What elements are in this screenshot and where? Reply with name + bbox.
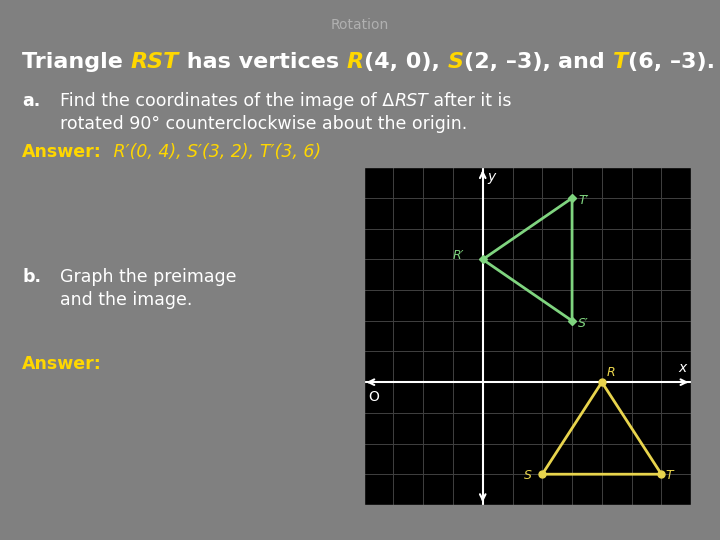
Text: Answer:: Answer: <box>22 355 102 373</box>
Text: R: R <box>606 366 615 379</box>
Text: y: y <box>487 171 495 185</box>
Text: b.: b. <box>22 268 41 286</box>
Text: R′: R′ <box>453 249 464 262</box>
Text: R′(0, 4),: R′(0, 4), <box>108 143 187 161</box>
Text: x: x <box>678 361 687 375</box>
Text: S: S <box>448 52 464 72</box>
Text: and: and <box>558 52 613 72</box>
Text: Triangle: Triangle <box>22 52 130 72</box>
Text: T′(3, 6): T′(3, 6) <box>259 143 320 161</box>
Text: RST: RST <box>394 92 428 110</box>
Text: O: O <box>368 390 379 404</box>
Text: Find the coordinates of the image of Δ: Find the coordinates of the image of Δ <box>60 92 394 110</box>
Text: S′(3, 2),: S′(3, 2), <box>187 143 259 161</box>
Text: (2, –3),: (2, –3), <box>464 52 558 72</box>
Text: and the image.: and the image. <box>60 291 192 309</box>
Text: S: S <box>524 469 532 482</box>
Text: rotated 90° counterclockwise about the origin.: rotated 90° counterclockwise about the o… <box>60 115 467 133</box>
Text: (6, –3).: (6, –3). <box>628 52 715 72</box>
Text: after it is: after it is <box>428 92 511 110</box>
Text: T: T <box>613 52 628 72</box>
Text: Rotation: Rotation <box>331 18 389 32</box>
Text: Answer:: Answer: <box>22 143 102 161</box>
Text: T′: T′ <box>578 194 588 207</box>
Text: has vertices: has vertices <box>179 52 347 72</box>
Text: Graph the preimage: Graph the preimage <box>60 268 236 286</box>
Text: S′: S′ <box>578 317 589 330</box>
Text: T: T <box>666 469 673 482</box>
Text: RST: RST <box>130 52 179 72</box>
Text: R: R <box>347 52 364 72</box>
Text: (4, 0),: (4, 0), <box>364 52 448 72</box>
Text: a.: a. <box>22 92 40 110</box>
